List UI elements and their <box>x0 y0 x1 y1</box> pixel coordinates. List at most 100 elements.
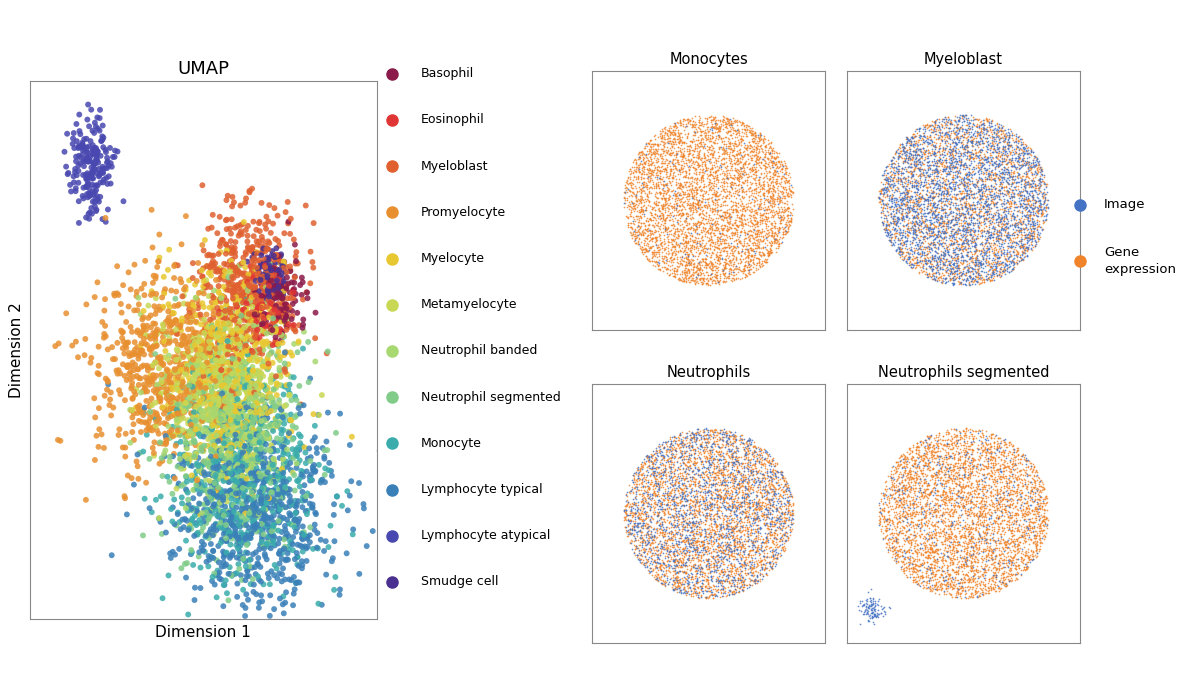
Point <box>960 172 980 182</box>
Point <box>687 516 706 526</box>
Point <box>928 132 947 143</box>
Point <box>891 469 910 480</box>
Point <box>83 179 102 190</box>
Point <box>706 467 725 478</box>
Point <box>230 437 249 448</box>
Point <box>266 279 285 289</box>
Point <box>255 421 274 431</box>
Point <box>921 488 940 499</box>
Point <box>726 554 745 565</box>
Point <box>933 190 952 201</box>
Point <box>977 462 996 473</box>
Point <box>678 181 697 192</box>
Point <box>945 266 964 277</box>
Point <box>1017 468 1036 479</box>
Point <box>974 131 993 141</box>
Point <box>207 381 226 392</box>
Point <box>634 506 653 517</box>
Point <box>958 264 977 275</box>
Point <box>765 160 785 170</box>
Point <box>758 521 777 532</box>
Point <box>1002 167 1021 178</box>
Point <box>671 167 690 178</box>
Point <box>671 238 690 248</box>
Point <box>740 209 759 220</box>
Point <box>712 575 731 586</box>
Point <box>968 177 987 188</box>
Point <box>896 546 915 557</box>
Point <box>681 156 700 167</box>
Point <box>642 201 661 212</box>
Point <box>1030 473 1049 484</box>
Point <box>980 223 999 234</box>
Point <box>215 312 234 323</box>
Point <box>926 150 945 161</box>
Point <box>268 464 287 475</box>
Point <box>1011 153 1030 164</box>
Point <box>670 260 689 271</box>
Point <box>1032 169 1051 180</box>
Point <box>997 232 1017 242</box>
Point <box>181 520 200 531</box>
Point <box>630 194 649 205</box>
Point <box>768 176 787 186</box>
Point <box>774 190 793 201</box>
Point <box>280 491 299 501</box>
Point <box>708 277 727 287</box>
Point <box>696 512 715 523</box>
Point <box>1001 155 1020 166</box>
Point <box>665 271 684 281</box>
Point <box>194 516 213 527</box>
Point <box>972 479 991 489</box>
Point <box>972 437 991 448</box>
Point <box>190 374 209 384</box>
Point <box>709 455 728 466</box>
Point <box>1001 178 1020 189</box>
Point <box>248 406 267 417</box>
Point <box>677 526 696 536</box>
Point <box>745 575 764 586</box>
Point <box>620 201 639 212</box>
Point <box>227 412 246 423</box>
Point <box>991 222 1011 233</box>
Point <box>651 528 670 538</box>
Point <box>895 509 914 520</box>
Point <box>950 561 969 571</box>
Point <box>915 193 934 204</box>
Point <box>743 464 762 474</box>
Point <box>944 166 963 177</box>
Point <box>922 236 941 247</box>
Point <box>237 380 256 390</box>
Point <box>960 466 980 476</box>
Point <box>663 249 682 260</box>
Point <box>980 583 999 594</box>
Point <box>743 203 762 214</box>
Point <box>696 581 715 592</box>
Point <box>761 166 780 177</box>
Point <box>1003 171 1023 182</box>
Point <box>743 540 762 551</box>
Point <box>923 237 942 248</box>
Point <box>737 155 756 166</box>
Point <box>1007 480 1026 491</box>
Point <box>956 498 975 509</box>
Point <box>202 351 221 362</box>
Point <box>704 472 724 483</box>
Point <box>709 556 728 567</box>
Point <box>983 253 1002 264</box>
Point <box>757 446 776 456</box>
Point <box>701 234 720 244</box>
Point <box>676 495 695 506</box>
Point <box>726 226 745 237</box>
Point <box>725 541 744 552</box>
Point <box>940 182 959 192</box>
Point <box>629 464 648 475</box>
Point <box>719 511 738 522</box>
Point <box>919 244 938 254</box>
Point <box>672 524 691 535</box>
Point <box>688 565 707 576</box>
Point <box>695 187 714 198</box>
Point <box>623 510 642 521</box>
Point <box>736 252 755 263</box>
Point <box>942 498 962 509</box>
